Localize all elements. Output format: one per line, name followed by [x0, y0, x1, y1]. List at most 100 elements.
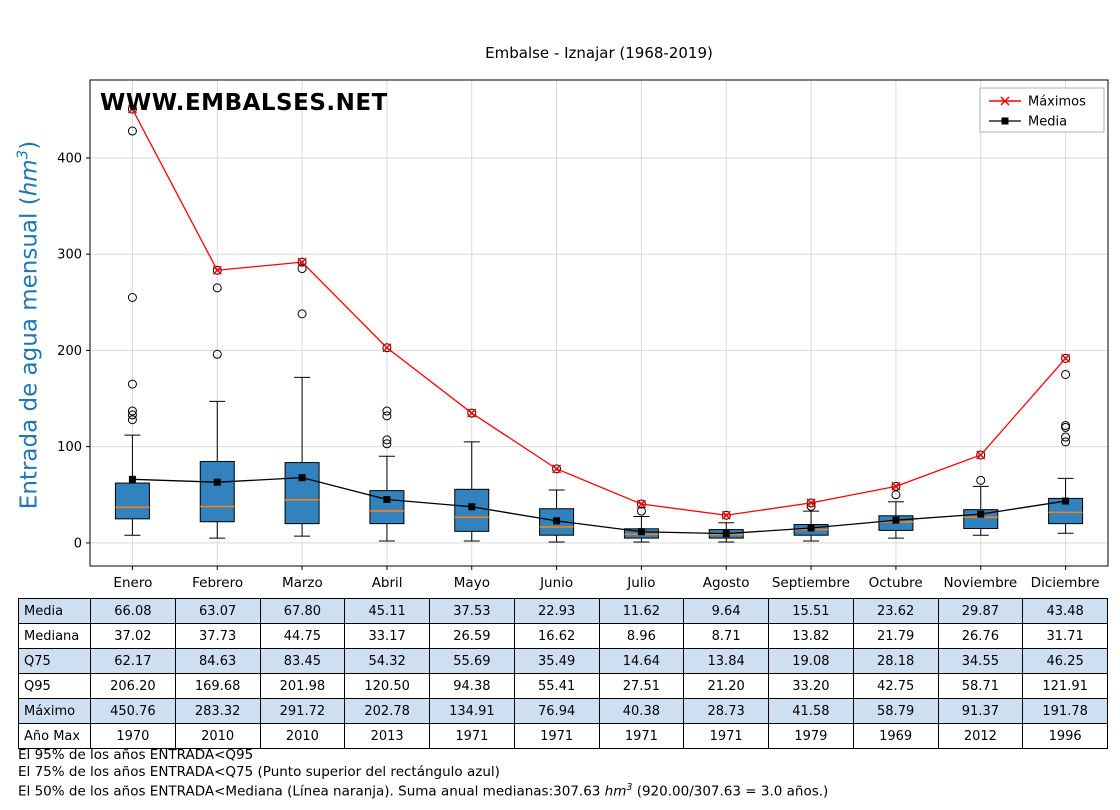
y-tick-label: 100 [57, 440, 82, 455]
table-cell: 35.49 [513, 648, 600, 674]
table-cell: 1971 [513, 723, 600, 749]
month-label: Diciembre [1030, 575, 1100, 591]
table-cell: 91.37 [937, 698, 1024, 724]
table-row: Q75 62.17 84.63 83.45 54.32 55.69 35.49 14.64 13… [18, 648, 1108, 674]
table-cell: 1971 [598, 723, 685, 749]
month-label: Enero [113, 575, 153, 591]
outlier-marker [976, 450, 986, 460]
table-cell: 43.48 [1022, 598, 1108, 624]
y-tick-label: 200 [57, 344, 82, 359]
outlier-marker [127, 292, 137, 302]
footnote-mediana-text: El 50% de los años ENTRADA<Mediana (Líne… [18, 783, 605, 800]
grid [90, 80, 1108, 566]
table-cell: 26.76 [937, 623, 1024, 649]
outlier-marker [127, 104, 137, 114]
table-cell: 33.17 [344, 623, 430, 649]
table-cell: 83.45 [259, 648, 346, 674]
table-cell: 67.80 [259, 598, 346, 624]
table-row: Media 66.08 63.07 67.80 45.11 37.53 22.93 11.62… [18, 598, 1108, 624]
legend-label-maximos: Máximos [1028, 95, 1086, 110]
month-label: Febrero [192, 575, 244, 591]
table-cell: 55.41 [513, 673, 600, 699]
table-cell: 291.72 [259, 698, 346, 724]
max-x-marker [891, 481, 901, 491]
month-label: Marzo [281, 575, 323, 591]
plot-frame [89, 79, 1109, 567]
max-x-marker [636, 499, 646, 509]
row-label: Q95 [18, 673, 91, 699]
table-cell: 191.78 [1022, 698, 1108, 724]
boxplots [114, 104, 1084, 543]
month-label: Noviembre [943, 575, 1018, 591]
table-cell: 1971 [429, 723, 515, 749]
footnote-unit-exponent: 3 [626, 782, 633, 793]
legend-box [979, 87, 1105, 133]
max-x-marker [976, 450, 986, 460]
legend-label-media: Media [1028, 115, 1067, 130]
outlier-marker [212, 349, 222, 359]
table-cell: 11.62 [598, 598, 685, 624]
legend: Máximos Media [979, 87, 1105, 133]
table-cell: 202.78 [344, 698, 430, 724]
row-label: Máximo [18, 698, 91, 724]
max-x-marker [127, 104, 137, 114]
outlier-marker [382, 439, 392, 449]
outlier-marker [297, 309, 307, 319]
mean-square-marker [128, 475, 136, 483]
table-cell: 21.79 [852, 623, 939, 649]
table-cell: 44.75 [259, 623, 346, 649]
table-cell: 1979 [768, 723, 854, 749]
mean-square-marker [892, 516, 900, 524]
table-cell: 22.93 [513, 598, 600, 624]
table-cell: 1970 [90, 723, 176, 749]
table-cell: 41.58 [768, 698, 854, 724]
table-cell: 206.20 [90, 673, 176, 699]
month-label: Abril [371, 575, 403, 591]
footnote-q95: El 95% de los años ENTRADA<Q95 [18, 747, 254, 763]
month-label: Agosto [702, 575, 750, 591]
table-cell: 450.76 [90, 698, 176, 724]
row-label: Mediana [18, 623, 91, 649]
box [114, 482, 150, 520]
month-label: Septiembre [771, 575, 850, 591]
table-cell: 66.08 [90, 598, 176, 624]
outlier-marker [297, 264, 307, 274]
table-cell: 8.96 [598, 623, 685, 649]
max-x-marker [806, 498, 816, 508]
table-cell: 1971 [683, 723, 769, 749]
month-label: Julio [627, 575, 656, 591]
y-tick-label: 400 [57, 151, 82, 166]
y-tick-label: 300 [57, 248, 82, 263]
table-cell: 14.64 [598, 648, 685, 674]
outlier-marker [1061, 353, 1071, 363]
outlier-marker [1061, 369, 1071, 379]
outlier-marker [127, 379, 137, 389]
max-x-marker [382, 343, 392, 353]
table-row: Máximo 450.76 283.32 291.72 202.78 134.91 76.9… [18, 698, 1108, 724]
row-label: Q75 [18, 648, 91, 674]
outlier-marker [382, 411, 392, 421]
outlier-marker [382, 343, 392, 353]
max-x-marker [552, 464, 562, 474]
table-cell: 63.07 [174, 598, 261, 624]
media-line [132, 476, 1066, 535]
table-cell: 45.11 [344, 598, 430, 624]
table-cell: 37.53 [429, 598, 515, 624]
outlier-marker [636, 506, 646, 516]
table-cell: 58.79 [852, 698, 939, 724]
table-cell: 2012 [937, 723, 1024, 749]
table-row: Mediana 37.02 37.73 44.75 33.17 26.59 16.62 8.9… [18, 623, 1108, 649]
table-cell: 58.71 [937, 673, 1024, 699]
mean-square-marker [637, 528, 645, 536]
max-x-marker [297, 257, 307, 267]
table-cell: 26.59 [429, 623, 515, 649]
table-cell: 2010 [259, 723, 346, 749]
table-cell: 33.20 [768, 673, 854, 699]
table-cell: 13.82 [768, 623, 854, 649]
footnote-q75: El 75% de los años ENTRADA<Q75 (Punto su… [18, 764, 500, 780]
table-cell: 120.50 [344, 673, 430, 699]
mean-square-marker [553, 517, 561, 525]
box [199, 460, 235, 523]
max-x-marker [467, 408, 477, 418]
